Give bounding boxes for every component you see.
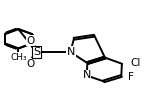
Text: O: O (26, 36, 35, 46)
Text: S: S (33, 47, 40, 57)
Text: N: N (67, 47, 75, 57)
Text: Cl: Cl (131, 58, 141, 68)
Text: N: N (83, 70, 91, 80)
Text: O: O (26, 59, 35, 69)
Text: S: S (33, 47, 40, 57)
Text: F: F (128, 72, 134, 82)
Text: CH₃: CH₃ (10, 53, 27, 62)
